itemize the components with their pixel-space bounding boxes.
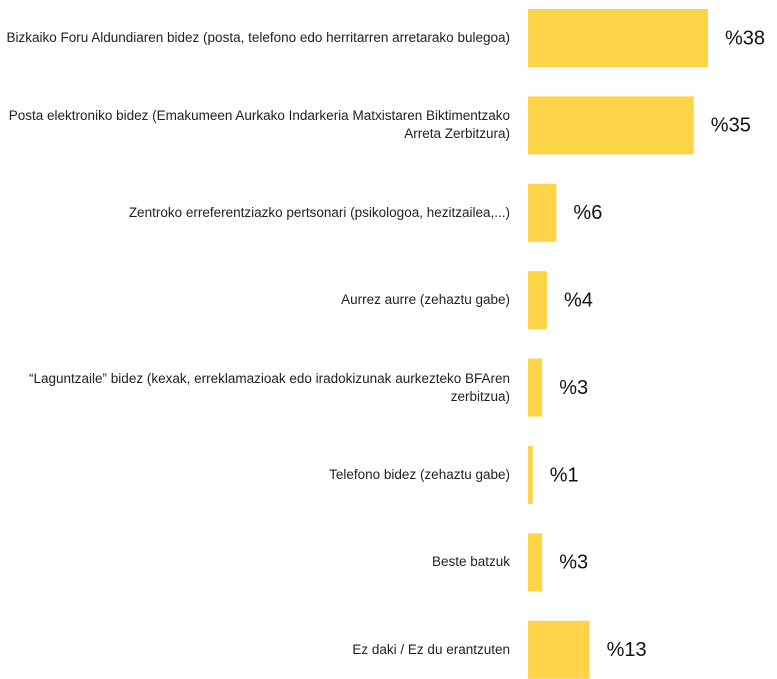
bar [528, 358, 543, 417]
value-label: %13 [607, 639, 647, 661]
value-label: %35 [711, 115, 751, 137]
category-label: Zentroko erreferentziazko pertsonari (ps… [128, 204, 510, 220]
category-label: Posta elektroniko bidez (Emakumeen Aurka… [8, 108, 510, 142]
bar [528, 9, 708, 67]
category-label: Beste batzuk [431, 554, 510, 570]
category-label: Bizkaiko Foru Aldundiaren bidez (posta, … [6, 30, 510, 45]
bar [528, 533, 543, 592]
category-label: Ez daki / Ez du erantzuten [352, 641, 510, 657]
bar [528, 446, 533, 504]
value-label: %38 [725, 27, 765, 49]
bar [528, 183, 557, 242]
value-label: %6 [573, 202, 602, 224]
value-label: %1 [550, 464, 579, 486]
bar [528, 271, 547, 330]
category-label: Aurrez aurre (zehaztu gabe) [341, 292, 510, 308]
value-label: %3 [559, 552, 588, 574]
value-label: %3 [559, 377, 588, 399]
bar [528, 620, 590, 679]
value-label: %4 [564, 289, 593, 311]
bar [528, 96, 694, 155]
category-label: Telefono bidez (zehaztu gabe) [329, 467, 510, 482]
category-label: “Laguntzaile” bidez (kexak, erreklamazio… [29, 370, 510, 404]
